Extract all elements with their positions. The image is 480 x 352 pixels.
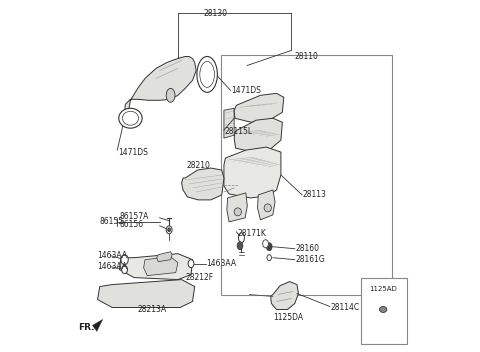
- Ellipse shape: [121, 266, 128, 274]
- Polygon shape: [97, 279, 195, 308]
- Polygon shape: [93, 319, 103, 331]
- Text: 28171K: 28171K: [237, 229, 266, 238]
- Polygon shape: [125, 56, 196, 120]
- Ellipse shape: [237, 242, 243, 250]
- Text: 28210: 28210: [186, 161, 210, 170]
- Text: 28110: 28110: [295, 52, 319, 62]
- Text: FR.: FR.: [78, 323, 95, 332]
- Polygon shape: [157, 252, 172, 262]
- Text: 28130: 28130: [204, 9, 228, 18]
- Ellipse shape: [166, 88, 175, 102]
- Polygon shape: [271, 282, 299, 309]
- Ellipse shape: [380, 307, 387, 313]
- Ellipse shape: [121, 255, 128, 265]
- Text: 28212F: 28212F: [185, 273, 213, 282]
- Ellipse shape: [266, 243, 272, 251]
- Ellipse shape: [234, 208, 241, 216]
- Text: 1463AA: 1463AA: [97, 251, 128, 260]
- Ellipse shape: [263, 240, 268, 248]
- Polygon shape: [224, 108, 234, 138]
- Ellipse shape: [267, 255, 271, 261]
- Ellipse shape: [188, 260, 194, 268]
- Text: 1125DA: 1125DA: [273, 313, 303, 322]
- Ellipse shape: [168, 228, 170, 232]
- Text: 28160: 28160: [296, 244, 320, 253]
- Text: 86156: 86156: [120, 220, 144, 229]
- Text: 28161G: 28161G: [296, 255, 325, 264]
- Polygon shape: [120, 254, 192, 279]
- Ellipse shape: [119, 108, 142, 128]
- Text: 86155: 86155: [100, 217, 124, 226]
- Polygon shape: [144, 257, 178, 276]
- Text: 1463AA: 1463AA: [206, 259, 237, 268]
- Text: 28115L: 28115L: [225, 127, 253, 136]
- Ellipse shape: [166, 226, 172, 234]
- Text: 1471DS: 1471DS: [231, 86, 261, 95]
- Text: 1463AA: 1463AA: [97, 262, 128, 271]
- Ellipse shape: [264, 204, 271, 212]
- Text: 28113: 28113: [303, 190, 327, 200]
- Polygon shape: [181, 168, 224, 200]
- Text: 1125AD: 1125AD: [369, 285, 397, 291]
- FancyBboxPatch shape: [360, 278, 407, 344]
- Text: 86157A: 86157A: [120, 212, 149, 221]
- Polygon shape: [227, 193, 247, 222]
- Ellipse shape: [239, 233, 244, 243]
- Text: 1471DS: 1471DS: [118, 147, 148, 157]
- Polygon shape: [234, 118, 282, 152]
- Polygon shape: [234, 93, 284, 122]
- Polygon shape: [224, 147, 281, 198]
- Text: 28213A: 28213A: [138, 305, 167, 314]
- Ellipse shape: [197, 56, 217, 92]
- Polygon shape: [258, 190, 275, 220]
- Text: 28114C: 28114C: [331, 303, 360, 312]
